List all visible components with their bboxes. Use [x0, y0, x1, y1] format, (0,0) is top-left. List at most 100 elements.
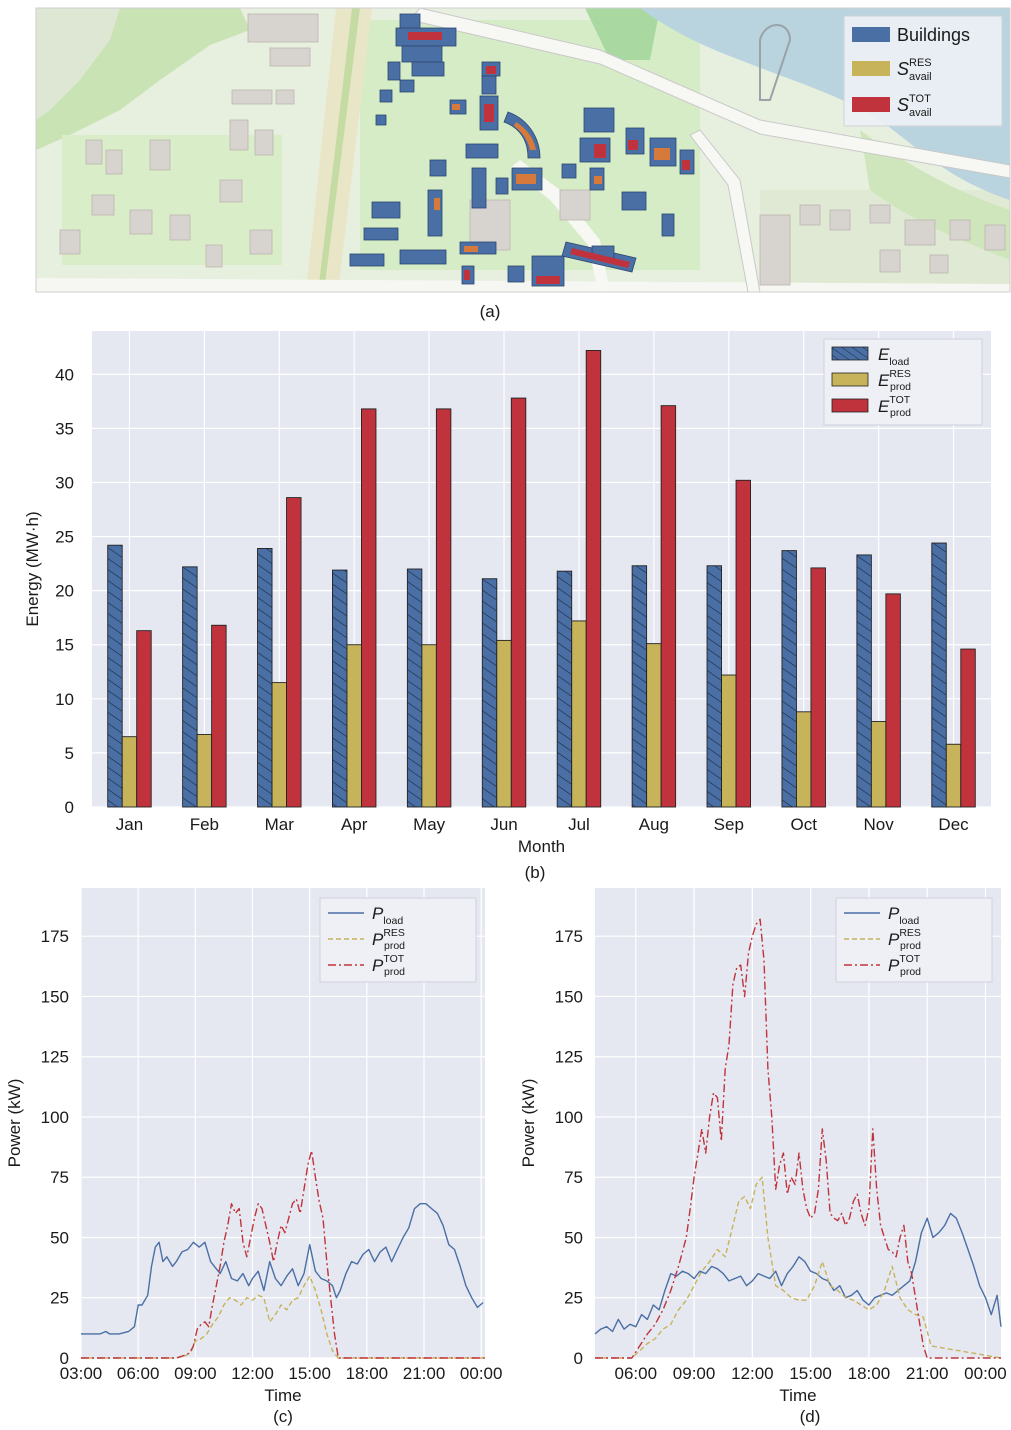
legend-label-sub: prod [900, 940, 921, 952]
bar [646, 643, 662, 808]
caption-d: (d) [800, 1407, 821, 1426]
bar [182, 566, 198, 808]
bar [556, 570, 573, 808]
map-green-area [36, 8, 120, 120]
legend-label: PRES prod [888, 927, 921, 952]
bar [735, 479, 751, 808]
legend-swatch-s-res [852, 61, 890, 76]
series-line [595, 918, 1001, 1359]
y-tick-label: 125 [555, 1048, 583, 1067]
legend-label: Eload [878, 345, 909, 368]
y-tick-label: 75 [564, 1168, 583, 1187]
y-tick-label: 150 [555, 987, 583, 1006]
map-legend: Buildings SRES avail STOT avail [843, 15, 1003, 127]
legend-label-base: P [372, 956, 384, 975]
x-tick-label: Mar [265, 815, 295, 834]
bar [856, 554, 872, 808]
x-tick-label: 03:00 [60, 1364, 103, 1383]
legend-label: PRES prod [372, 927, 405, 952]
y-tick-label: 175 [555, 927, 583, 946]
x-tick-label: Oct [790, 815, 817, 834]
x-tick-label: Apr [341, 815, 368, 834]
y-tick-label: 0 [574, 1349, 583, 1368]
y-axis-label: Power (kW) [519, 1079, 538, 1168]
legend-swatch [831, 372, 869, 387]
bar [870, 721, 887, 808]
map-road [318, 8, 360, 292]
legend-label-sub: prod [890, 407, 911, 419]
legend-swatch-buildings [852, 27, 890, 42]
bar [571, 620, 587, 808]
legend-label-base: P [888, 904, 900, 923]
bar [136, 630, 152, 808]
legend-label-base: P [372, 930, 384, 949]
y-axis-label: Power (kW) [5, 1079, 24, 1168]
caption-b: (b) [525, 863, 546, 882]
y-tick-label: 25 [564, 1289, 583, 1308]
bar [810, 567, 826, 808]
map-road [36, 278, 1010, 292]
x-tick-label: 21:00 [906, 1364, 949, 1383]
y-tick-label: 30 [55, 473, 74, 492]
bar [631, 565, 648, 808]
x-tick-label: Nov [864, 815, 895, 834]
x-tick-label: Dec [938, 815, 969, 834]
bar [121, 736, 138, 808]
x-axis-label: Time [779, 1386, 816, 1405]
bar [510, 397, 527, 808]
x-tick-label: 06:00 [117, 1364, 160, 1383]
x-tick-label: 00:00 [460, 1364, 503, 1383]
bar [271, 682, 287, 808]
y-tick-label: 125 [41, 1048, 69, 1067]
legend-label-s-tot: STOT avail [897, 93, 932, 119]
y-tick-label: 50 [564, 1228, 583, 1247]
series-line [594, 1212, 1002, 1335]
caption-c: (c) [273, 1407, 293, 1426]
bar [211, 624, 227, 808]
bar [796, 711, 812, 808]
bar [706, 565, 722, 808]
bar [945, 743, 962, 808]
x-tick-label: Aug [639, 815, 669, 834]
legend-label-base: E [878, 371, 890, 390]
y-tick-label: 35 [55, 419, 74, 438]
bar [421, 644, 437, 808]
bar [481, 578, 498, 808]
map-riverbank [860, 130, 1010, 260]
y-tick-label: 50 [50, 1228, 69, 1247]
legend-label: PTOT prod [888, 953, 921, 978]
legend-swatch-s-tot [852, 97, 890, 112]
y-tick-label: 10 [55, 690, 74, 709]
legend-label: Pload [372, 904, 403, 927]
map-residential-blocks [59, 13, 1006, 286]
legend-label-sub: prod [384, 940, 405, 952]
y-tick-label: 20 [55, 582, 74, 601]
caption-a: (a) [480, 302, 501, 321]
bar [960, 648, 976, 808]
y-axis-label: Energy (MW·h) [23, 511, 42, 626]
series-line [81, 1202, 484, 1335]
bar [496, 639, 512, 808]
x-tick-label: Feb [190, 815, 219, 834]
x-tick-label: 18:00 [346, 1364, 389, 1383]
y-tick-label: 5 [65, 744, 74, 763]
line-chart-power-d: 0 25 50 75 100 125 150 175 06:00 09:00 12:00 15:00 1… [519, 888, 1007, 1405]
x-tick-label: 12:00 [731, 1364, 774, 1383]
x-axis-label: Month [518, 837, 565, 856]
x-tick-label: Sep [714, 815, 744, 834]
y-tick-label: 40 [55, 365, 74, 384]
series-line [81, 1149, 485, 1359]
y-tick-label: 100 [41, 1108, 69, 1127]
bar [286, 497, 302, 808]
legend-swatch [831, 346, 869, 361]
legend-label-s-res: SRES avail [897, 57, 932, 83]
x-tick-label: 09:00 [174, 1364, 217, 1383]
x-tick-label: 06:00 [615, 1364, 658, 1383]
legend-label-sup: TOT [899, 953, 920, 965]
bar [332, 569, 348, 808]
legend-label: ERES prod [878, 368, 911, 393]
x-tick-label: 09:00 [673, 1364, 716, 1383]
bar [361, 408, 377, 808]
bar [257, 547, 273, 808]
series-line [81, 1275, 485, 1359]
